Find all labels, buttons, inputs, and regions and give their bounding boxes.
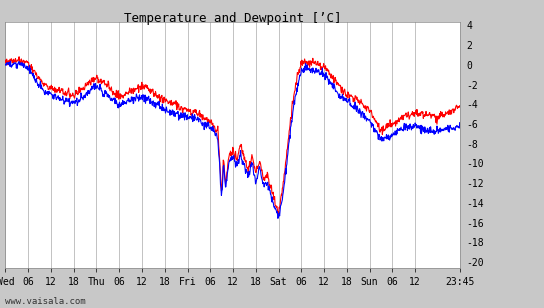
Text: Temperature and Dewpoint [’C]: Temperature and Dewpoint [’C] [124,12,341,25]
Text: -10: -10 [467,160,484,169]
Text: -8: -8 [467,140,478,150]
Text: -20: -20 [467,258,484,268]
Text: 4: 4 [467,22,473,31]
Text: -18: -18 [467,238,484,248]
Text: -6: -6 [467,120,478,130]
Text: -16: -16 [467,219,484,229]
Text: -4: -4 [467,100,478,110]
Text: 2: 2 [467,41,473,51]
Text: -2: -2 [467,81,478,91]
Text: www.vaisala.com: www.vaisala.com [5,298,86,306]
Text: 0: 0 [467,61,473,71]
Text: -14: -14 [467,199,484,209]
Text: -12: -12 [467,179,484,189]
